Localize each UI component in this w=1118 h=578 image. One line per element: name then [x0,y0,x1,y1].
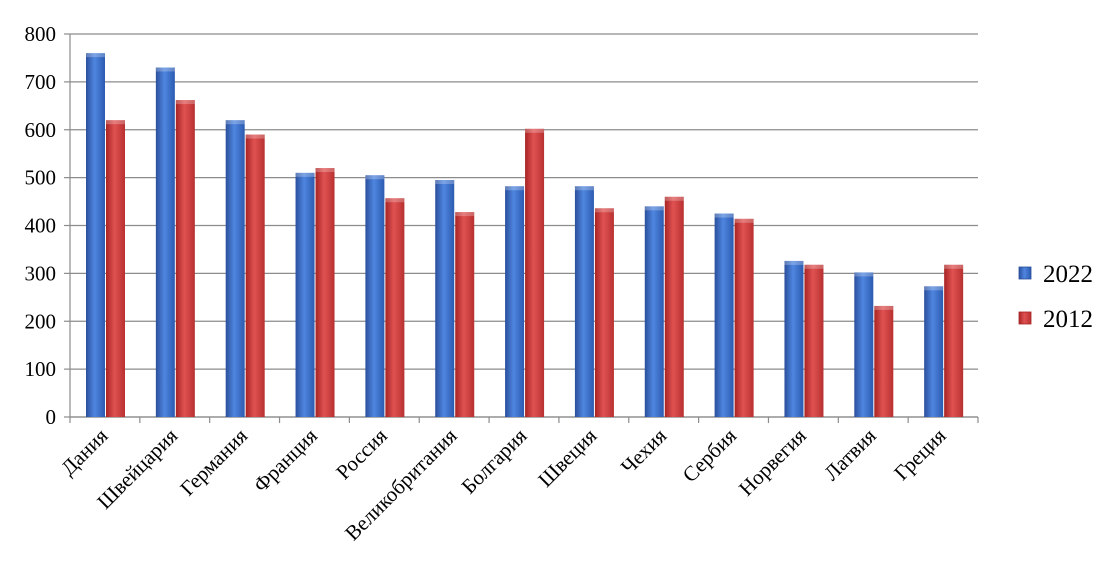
bar-2022 [714,213,734,417]
bar-2022 [365,175,385,417]
bar-2012 [804,264,824,417]
bar-2012 [175,100,195,417]
x-tick-label: Норвегия [734,423,811,500]
bar-cap [455,212,475,217]
x-tick-label: Чехия [616,423,671,478]
legend-swatch-2012 [1018,311,1032,325]
y-tick-label: 300 [25,261,57,285]
bar-cap [854,272,874,277]
bar-cap [106,120,125,125]
bar-2012 [594,208,614,417]
x-tick-label: Дания [56,423,113,480]
bar-2012 [525,128,545,418]
x-tick-label: Франция [249,423,323,497]
x-tick-label: Латвия [819,423,881,485]
bar-cap [155,67,175,72]
bar-cap [664,196,684,201]
y-tick-label: 200 [25,309,57,333]
x-tick-label: Болгария [457,423,532,498]
y-tick-label: 400 [25,214,57,238]
bar-2012 [106,120,125,418]
bar-2022 [644,206,664,417]
bar-cap [924,286,944,291]
bar-2022 [86,53,105,418]
bar-cap [784,260,804,265]
bar-cap [644,206,664,211]
legend: 2022 2012 [1018,261,1093,333]
bar-cap [505,186,525,191]
bar-2012 [385,198,405,417]
x-tick-label: Сербия [678,423,742,487]
bar-cap [804,264,824,269]
bar-cap [594,208,614,213]
bar-cap [385,198,405,203]
bar-cap [295,172,315,177]
y-tick-label: 0 [46,405,57,429]
x-tick-label: Россия [331,423,392,484]
bar-cap [574,186,594,191]
bar-cap [734,218,754,223]
x-tick-label: Греция [889,423,951,485]
bar-2022 [924,286,944,417]
legend-label: 2022 [1043,261,1093,288]
bars [86,53,964,418]
y-tick-label: 600 [25,118,57,142]
bar-cap [874,305,894,310]
bar-cap [315,168,335,173]
y-tick-label: 700 [25,70,57,94]
bar-2022 [505,186,525,417]
bar-2022 [435,180,455,417]
bar-2022 [854,272,874,417]
legend-swatch-2022 [1018,266,1032,280]
bar-2022 [784,260,804,417]
bar-cap [365,175,385,180]
bar-cap [86,53,105,58]
bar-cap [525,128,545,133]
bar-2012 [664,196,684,417]
y-tick-label: 800 [25,22,57,46]
bar-cap [245,134,265,139]
bar-2022 [155,67,175,417]
y-tick-label: 500 [25,166,57,190]
x-tick-label: Швеция [533,423,601,491]
x-tick-label: Германия [175,423,252,500]
bar-2012 [944,264,964,417]
bar-cap [175,100,195,105]
bar-2012 [874,305,894,417]
bar-cap [944,264,964,269]
bar-2012 [315,168,335,417]
bar-2012 [455,212,475,417]
bar-cap [435,180,455,185]
bar-2022 [295,172,315,417]
bar-2012 [734,218,754,417]
bar-2022 [574,186,594,417]
bar-2012 [245,134,265,417]
y-axis-ticks: 0 100 200 300 400 500 600 700 800 [25,22,57,429]
y-tick-label: 100 [25,357,57,381]
bar-cap [714,213,734,218]
bar-2022 [225,120,245,418]
legend-label: 2012 [1043,306,1093,333]
bar-cap [225,120,245,125]
